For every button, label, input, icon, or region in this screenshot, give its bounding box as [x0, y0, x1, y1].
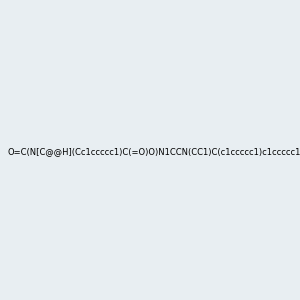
- Text: O=C(N[C@@H](Cc1ccccc1)C(=O)O)N1CCN(CC1)C(c1ccccc1)c1ccccc1: O=C(N[C@@H](Cc1ccccc1)C(=O)O)N1CCN(CC1)C…: [7, 147, 300, 156]
